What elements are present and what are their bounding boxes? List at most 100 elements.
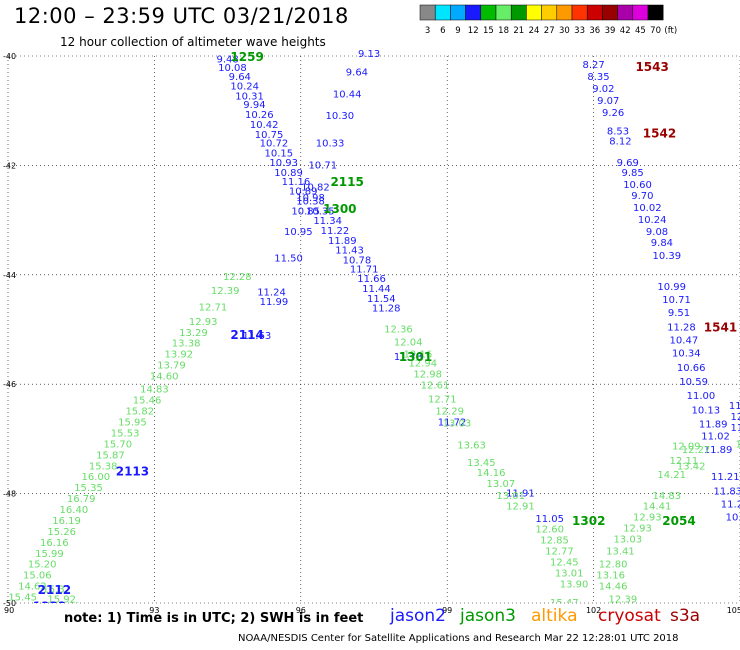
jason2-value-label: 11.83 [713,486,740,497]
jason3-value-label: 13.63 [457,440,486,451]
color-scale-label: 45 [635,26,646,36]
color-scale-label: 36 [589,26,600,36]
pass-time-label: 2115 [330,175,363,189]
jason2-value-label: 11.71 [350,264,379,275]
jason2-value-label: 11.63 [243,331,272,342]
jason3-value-label: 12.39 [211,286,240,297]
jason3-value-label: 12.94 [408,358,437,369]
color-scale-label: 33 [574,26,585,36]
jason2-value-label: 9.85 [622,168,644,179]
jason2-value-label: 10.89 [726,513,740,524]
chart-subtitle: 12 hour collection of altimeter wave hei… [60,35,326,49]
jason3-value-label: 15.87 [96,450,125,461]
jason3-value-label: 16.00 [82,472,111,483]
color-scale-label: 70 [650,26,661,36]
color-scale-label: 12 [468,26,479,36]
jason2-value-label: 10.71 [662,295,691,306]
jason2-value-label: 11.28 [667,322,696,333]
jason2-value-label: 11.72 [438,417,467,428]
jason3-value-label: 12.93 [623,524,652,535]
jason3-value-label: 14.46 [599,582,628,593]
jason2-value-label: 10.82 [301,182,330,193]
jason2-value-label: 11.44 [362,284,391,295]
jason3-value-label: 16.16 [40,538,69,549]
jason2-value-label: 9.07 [597,96,619,107]
y-tick-label: -42 [3,161,16,170]
jason3-value-label: 12.85 [540,536,569,547]
jason2-value-label: 11.89 [699,420,728,431]
jason2-value-label: 10.66 [677,363,706,374]
jason2-value-label: 11.99 [260,297,289,308]
jason2-value-label: 10.24 [230,82,259,93]
jason2-value-label: 9.69 [617,158,639,169]
jason3-value-label: 14.62 [18,582,47,593]
jason3-value-label: 13.03 [443,419,472,430]
jason2-value-label: 11.43 [335,246,364,257]
color-scale-label: 39 [605,26,616,36]
jason2-value-label: 10.89 [289,187,318,198]
jason3-value-label: 16.19 [52,516,81,527]
jason2-value-label: 9.94 [243,100,265,111]
jason2-value-label: 10.31 [235,91,264,102]
jason3-value-label: 13.03 [613,535,642,546]
jason3-value-label: 15.35 [74,483,103,494]
legend-altika: altika [531,606,578,626]
jason2-value-label: 9.84 [651,238,673,249]
jason3-value-label: 12.16 [404,350,433,361]
jason2-value-label: 10.08 [218,63,247,74]
jason3-value-label: 12.27 [682,445,711,456]
jason2-value-label: 8.12 [609,136,631,147]
jason3-value-label: 14.60 [150,372,179,383]
jason2-value-label: 10.33 [316,139,345,150]
jason2-value-label: 9.64 [346,67,368,78]
pass-time-label: 1301 [399,350,432,364]
note-text: note: 1) Time is in UTC; 2) SWH is in fe… [64,611,364,626]
jason2-value-label: 9.02 [592,84,614,95]
jason3-value-label: 12.29 [435,407,464,418]
jason2-value-label: 10.59 [679,377,708,388]
jason3-value-label: 15.82 [125,407,154,418]
jason2-value-label: 8.35 [587,72,609,83]
jason3-value-label: 12.77 [545,547,574,558]
jason3-value-label: 15.70 [103,439,132,450]
pass-time-label: 1259 [230,50,263,64]
jason2-value-label: 10.26 [245,110,274,121]
jason2-value-label: 10.24 [638,215,667,226]
jason2-value-label: 11.16 [282,177,311,188]
jason3-value-label: 14.16 [477,468,506,479]
jason2-value-label: 10.35 [306,206,335,217]
jason2-value-label: 10.95 [284,227,313,238]
jason3-value-label: 16.03 [52,601,81,612]
jason3-value-label: 13.90 [560,579,589,590]
jason2-value-label: 9.51 [668,308,690,319]
legend-cryosat: cryosat [598,606,661,626]
jason2-value-label: 9.26 [602,108,624,119]
color-scale-label: 6 [440,26,445,36]
jason3-value-label: 15.32 [42,584,71,595]
jason2-value-label: 9.13 [358,49,380,60]
jason3-value-label: 13.07 [487,479,516,490]
jason2-value-label: 11.91 [506,489,535,500]
jason2-value-label: 9.64 [229,72,251,83]
jason3-value-label: 13.92 [164,350,193,361]
jason3-value-label: 15.26 [47,527,76,538]
jason3-value-label: 15.06 [23,571,52,582]
jason2-value-label: 10.75 [255,130,284,141]
color-swatch [647,4,664,21]
jason3-value-label: 12.09 [672,442,701,453]
pass-time-label: 1323 [33,599,66,613]
page-title: 12:00 – 23:59 UTC 03/21/2018 [14,4,349,28]
jason3-value-label: 12.61 [421,380,450,391]
pass-time-label: 2054 [662,514,695,528]
color-scale-bar: 3 6 9 12 15 18 21 24 27 30 33 36 39 42 45 70 (ft) [419,4,677,36]
y-tick-label: -44 [3,271,16,280]
color-scale-label: 21 [513,26,524,36]
jason2-value-label: 11.05 [535,514,564,525]
jason3-value-label: 15.45 [8,593,37,604]
x-tick-label: 102 [586,606,601,615]
jason2-value-label: 10.99 [657,282,686,293]
pass-time-label: 1543 [635,60,668,74]
jason2-value-label: 10.72 [260,139,289,150]
jason3-value-label: 13.41 [606,547,635,558]
jason3-value-label: 12.93 [633,513,662,524]
